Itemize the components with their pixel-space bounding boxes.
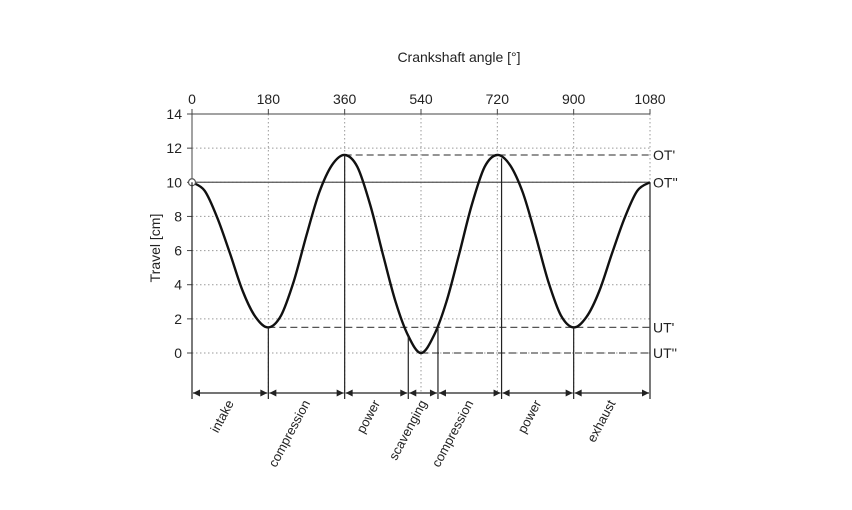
reference-label: OT'' [653,174,678,190]
phase-arrowhead-left [574,389,582,397]
axes: 0 180 360 540 720 900 1080 0 2 4 6 8 10 12 14 [166,91,666,393]
phase-arrowhead-left [438,389,446,397]
y-tick-label: 14 [166,106,182,122]
phase-arrowhead-left [269,389,277,397]
phase-arrowhead-right [260,389,268,397]
x-tick-label: 720 [486,91,510,107]
phase-arrowhead-left [193,389,200,397]
reference-lines: OT' OT'' UT' UT'' [192,147,678,361]
y-tick-label: 12 [166,140,182,156]
y-axis-title: Travel [cm] [147,214,163,283]
phase-arrowhead-right [493,389,501,397]
phase-arrowhead-right [642,389,649,397]
grid [191,113,651,393]
y-tick-label: 0 [174,345,182,361]
phase-arrowhead-left [502,389,510,397]
phase-label: compression [429,397,477,469]
y-tick-label: 4 [174,277,182,293]
phase-label: scavenging [386,397,430,462]
y-tick-label: 8 [174,208,182,224]
phase-label: intake [207,397,237,435]
phase-arrowhead-right [336,389,344,397]
phase-label: compression [265,397,313,469]
phase-arrowhead-right [429,389,437,397]
y-tick-label: 10 [166,174,182,190]
y-tick-label: 2 [174,311,182,327]
x-tick-label: 540 [409,91,433,107]
phase-arrowhead-right [400,389,408,397]
x-axis-title: Crankshaft angle [°] [397,49,520,65]
x-tick-label: 180 [257,91,281,107]
phase-label: exhaust [584,397,619,445]
x-tick-label: 0 [188,91,196,107]
reference-label: OT' [653,147,675,163]
x-tick-label: 360 [333,91,357,107]
curve-layer [187,153,651,355]
phase-arrowhead-left [345,389,353,397]
reference-label: UT' [653,319,674,335]
y-tick-label: 6 [174,243,182,259]
x-tick-label: 900 [562,91,586,107]
phase-arrowhead-left [409,389,417,397]
reference-label: UT'' [653,345,677,361]
x-tick-label: 1080 [634,91,665,107]
phase-arrowhead-right [565,389,573,397]
phase-label: power [514,397,544,436]
phase-label: power [353,397,383,436]
